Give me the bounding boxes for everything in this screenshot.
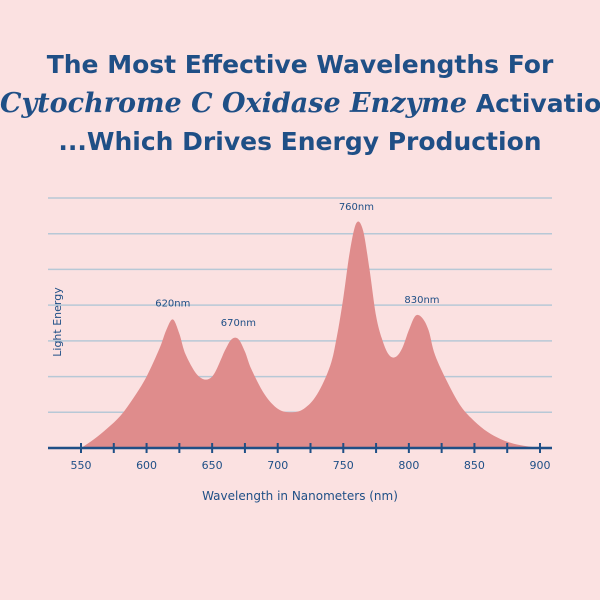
y-axis-label: Light Energy bbox=[51, 287, 64, 357]
peak-label: 830nm bbox=[404, 295, 439, 306]
title-emphasis: Cytochrome C Oxidase Enzyme bbox=[0, 88, 468, 119]
x-tick-label: 900 bbox=[530, 459, 551, 472]
title-line-3: ...Which Drives Energy Production bbox=[58, 127, 542, 156]
x-tick-label: 750 bbox=[333, 459, 354, 472]
x-tick-label: 650 bbox=[202, 459, 223, 472]
energy-area bbox=[81, 221, 540, 448]
x-tick-labels: 550 600 650 700 750 800 850 900 bbox=[71, 459, 551, 472]
x-tick-label: 700 bbox=[267, 459, 288, 472]
title-line-2: Cytochrome C Oxidase Enzyme Activation bbox=[0, 88, 600, 119]
x-axis-label: Wavelength in Nanometers (nm) bbox=[202, 489, 398, 503]
x-tick-label: 550 bbox=[71, 459, 92, 472]
title-line-1: The Most Effective Wavelengths For bbox=[46, 50, 554, 79]
peak-labels: 620nm 670nm 760nm 830nm bbox=[155, 202, 439, 329]
peak-label: 670nm bbox=[221, 318, 256, 329]
peak-label: 620nm bbox=[155, 298, 190, 309]
grid-lines bbox=[48, 197, 552, 414]
x-tick-label: 800 bbox=[398, 459, 419, 472]
x-tick-label: 850 bbox=[464, 459, 485, 472]
x-tick-label: 600 bbox=[136, 459, 157, 472]
title-line-2-rest: Activation bbox=[475, 89, 600, 118]
peak-label: 760nm bbox=[339, 202, 374, 213]
x-axis bbox=[48, 443, 552, 453]
